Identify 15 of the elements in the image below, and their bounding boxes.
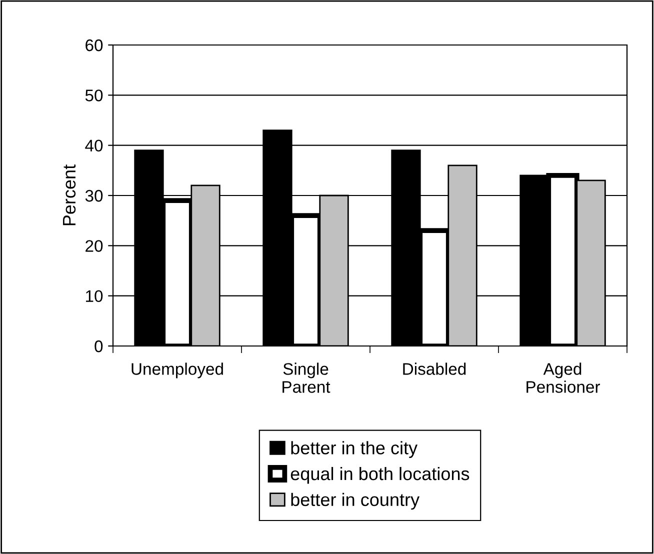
x-tick-label: Aged Pensioner	[526, 362, 600, 393]
y-tick-label: 50	[85, 90, 103, 102]
y-tick-label: 40	[85, 140, 103, 152]
y-tick-label: 20	[86, 240, 103, 252]
y-tick-label: 10	[86, 290, 103, 302]
legend-label: better in the city	[291, 441, 418, 458]
y-tick-label: 30	[85, 190, 103, 202]
legend-label: equal in both locations	[290, 466, 470, 484]
legend-label: better in country	[291, 492, 420, 510]
y-tick-label: 0	[94, 340, 103, 352]
y-axis-title: Percent	[63, 164, 76, 226]
y-tick-label: 60	[86, 39, 103, 52]
x-tick-label: Single Parent	[282, 362, 330, 393]
x-tick-label: Disabled	[403, 362, 466, 375]
x-tick-label: Unemployed	[132, 362, 223, 378]
